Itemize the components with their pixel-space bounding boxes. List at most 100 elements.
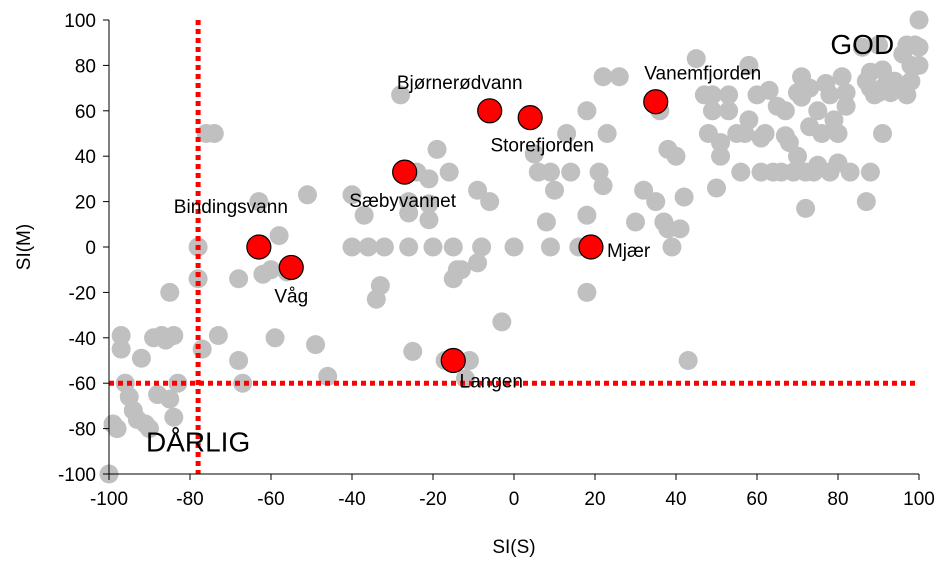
background-point [545, 180, 564, 200]
background-point [188, 269, 208, 289]
background-point [168, 373, 188, 393]
background-point [593, 67, 613, 87]
background-point [796, 198, 816, 218]
background-point [229, 351, 249, 370]
background-point [111, 326, 131, 346]
background-point [909, 55, 929, 75]
background-point [107, 419, 127, 439]
annotation-label: DÅRLIG [146, 426, 250, 457]
point-label: Bindingsvann [174, 197, 288, 218]
background-point [873, 124, 893, 143]
background-point [909, 10, 929, 30]
background-point [869, 35, 888, 55]
background-point [597, 124, 617, 143]
x-axis-label: SI(S) [492, 537, 535, 558]
background-points [99, 10, 929, 484]
background-point [670, 219, 690, 239]
background-point [492, 312, 512, 332]
background-point [536, 212, 556, 232]
point-label: Våg [274, 286, 308, 307]
x-tick-label: 40 [665, 489, 686, 510]
background-point [577, 101, 597, 121]
background-point [540, 237, 560, 257]
y-tick-label: 20 [75, 193, 96, 214]
y-tick-label: 0 [85, 238, 96, 259]
background-point [788, 146, 807, 166]
y-axis-label: SI(M) [14, 224, 35, 270]
background-point [626, 212, 645, 232]
x-tick-label: 20 [584, 489, 605, 510]
background-point [140, 419, 159, 439]
background-point [261, 260, 281, 280]
background-point [852, 37, 872, 57]
background-point [427, 139, 447, 159]
annotations: GOD DÅRLIG [146, 29, 894, 457]
point-label: Sæbyvannet [349, 191, 456, 212]
background-point [306, 335, 326, 355]
background-point [840, 162, 860, 182]
background-point [759, 80, 779, 100]
x-tick-label: -100 [90, 489, 128, 510]
background-point [265, 328, 285, 348]
y-tick-label: -60 [69, 374, 96, 395]
background-point [358, 237, 378, 257]
y-tick-label: 80 [75, 56, 96, 77]
x-tick-label: -80 [176, 489, 203, 510]
background-point [208, 326, 228, 346]
background-point [646, 192, 666, 212]
background-point [472, 237, 492, 257]
reference-lines [109, 20, 919, 474]
background-point [391, 85, 411, 105]
background-point [204, 124, 224, 143]
point-label: Langen [460, 372, 523, 393]
background-point [374, 237, 394, 257]
point-label: Mjær [607, 241, 651, 262]
background-point [249, 192, 269, 212]
background-point [800, 78, 820, 98]
highlight-point [477, 98, 503, 124]
background-point [711, 133, 731, 153]
annotation-label: GOD [830, 29, 894, 60]
background-point [820, 85, 840, 105]
highlight-point [643, 89, 669, 115]
point-label: Vanemfjorden [644, 64, 761, 85]
y-tick-label: -100 [58, 465, 96, 486]
y-tick-label: -40 [69, 329, 96, 350]
background-point [342, 185, 362, 205]
x-tick-label: -40 [338, 489, 365, 510]
tick-labels: -100 -80 -60 -40 -20 0 20 40 60 80 100 -100 -80 -60 -4… [58, 11, 935, 510]
background-point [755, 124, 775, 143]
highlight-points: Bindingsvann Våg Sæbyvannet Bjørnerødvann St… [174, 64, 761, 393]
background-point [707, 178, 726, 198]
background-point [233, 373, 253, 393]
highlight-point [246, 234, 272, 260]
background-point [269, 226, 289, 246]
highlight-point [440, 347, 466, 374]
background-point [229, 269, 249, 289]
background-point [674, 187, 694, 207]
background-point [812, 124, 832, 143]
background-point [443, 237, 463, 257]
highlight-point [517, 105, 543, 131]
axes [103, 19, 920, 480]
background-point [828, 124, 848, 143]
background-point [808, 101, 828, 121]
background-point [609, 67, 629, 87]
background-point [739, 55, 759, 75]
background-point [354, 205, 374, 225]
background-point [111, 339, 131, 359]
background-point [297, 185, 317, 205]
background-point [439, 162, 459, 182]
background-point [370, 276, 390, 296]
background-point [634, 180, 654, 200]
x-tick-label: 0 [509, 489, 520, 510]
background-point [419, 169, 439, 189]
x-tick-label: -20 [419, 489, 446, 510]
highlight-point [392, 159, 418, 185]
background-point [399, 237, 419, 257]
y-tick-label: 40 [75, 147, 96, 168]
background-point [702, 85, 722, 105]
background-point [540, 162, 560, 182]
background-point [662, 237, 682, 257]
